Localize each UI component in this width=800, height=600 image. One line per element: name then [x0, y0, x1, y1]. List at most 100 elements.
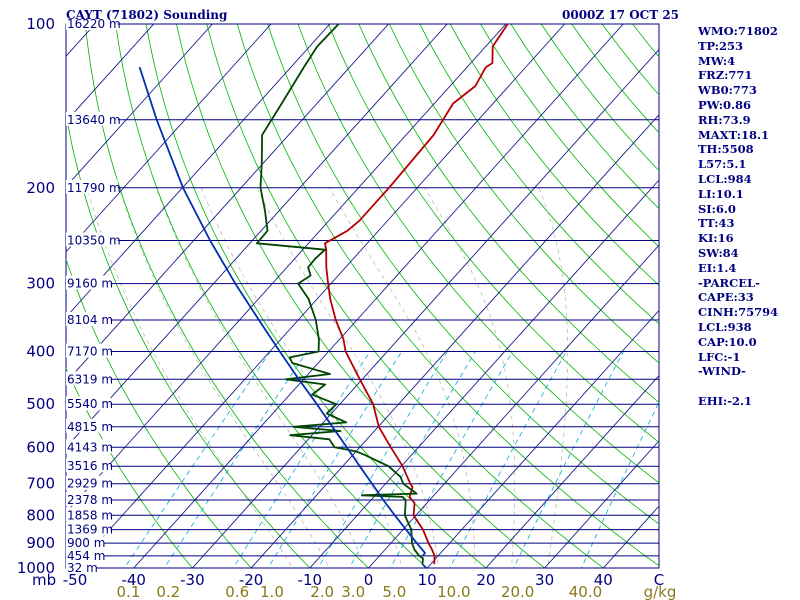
- isotherm: [66, 24, 272, 253]
- index-item: TH:5508: [698, 142, 754, 157]
- dry-adiabat: [328, 24, 659, 443]
- dry-adiabat: [449, 24, 659, 286]
- height-label-bg: [66, 311, 111, 326]
- mixing-ratio-line: [317, 351, 448, 568]
- isotherm: [66, 24, 331, 318]
- temperature-tick-label: 20: [476, 571, 495, 589]
- isotherm: [426, 309, 659, 568]
- height-label: 1858 m: [67, 508, 113, 522]
- index-item: LI:10.1: [698, 186, 744, 201]
- isotherm: [66, 24, 448, 449]
- chart-title: CAYT (71802) Sounding: [66, 8, 228, 22]
- height-label-bg: [66, 547, 104, 562]
- isotherm: [66, 24, 389, 384]
- mixing-ratio-line: [124, 351, 271, 568]
- isotherm: [368, 244, 659, 568]
- mixing-ratio-label: 5.0: [382, 583, 406, 600]
- isotherm: [74, 24, 565, 568]
- pressure-tick-label: 600: [26, 438, 55, 456]
- height-label: 32 m: [67, 561, 98, 575]
- temperature-tick-label: -30: [180, 571, 205, 589]
- height-label-bg: [66, 343, 111, 358]
- index-item: FRZ:771: [698, 68, 753, 83]
- mixing-ratio-line: [267, 351, 403, 568]
- height-label-bg: [66, 111, 118, 126]
- isotherm: [133, 24, 624, 568]
- index-item: TT:43: [698, 216, 735, 231]
- mixing-ratio-label: 0.6: [225, 583, 249, 600]
- index-item: KI:16: [698, 231, 734, 246]
- pressure-tick-label: 800: [26, 506, 55, 524]
- height-label: 7170 m: [67, 345, 113, 359]
- parcel-line: [138, 66, 426, 557]
- isotherm: [309, 179, 659, 568]
- height-label-bg: [66, 535, 104, 550]
- index-item: -PARCEL-: [698, 275, 760, 290]
- mixing-ratio-label: 0.1: [117, 583, 141, 600]
- dry-adiabat: [66, 258, 252, 568]
- pressure-tick-label: 500: [26, 395, 55, 413]
- height-label: 1369 m: [67, 523, 113, 537]
- plot-area: [65, 23, 660, 569]
- index-item: LCL:938: [698, 319, 752, 334]
- mixing-ratio-label: 2.0: [310, 583, 334, 600]
- height-label-bg: [66, 560, 97, 574]
- height-label: 16220 m: [67, 17, 121, 31]
- mixing-ratio-line: [513, 351, 624, 568]
- isotherm: [66, 24, 213, 188]
- moist-adiabat: [200, 187, 403, 568]
- index-item: TP:253: [698, 38, 744, 53]
- dry-adiabat: [388, 24, 659, 364]
- index-item: CINH:75794: [698, 305, 779, 320]
- height-label-bg: [66, 275, 111, 290]
- dry-adiabat: [419, 24, 659, 325]
- mixing-ratio-label: 40.0: [569, 583, 602, 600]
- dry-adiabat: [267, 24, 659, 525]
- index-item: WB0:773: [698, 83, 757, 98]
- isotherm: [544, 440, 659, 568]
- pressure-tick-label: 400: [26, 343, 55, 361]
- mixing-ratio-line: [449, 351, 567, 568]
- height-label: 10350 m: [67, 233, 121, 247]
- moist-adiabat: [538, 187, 569, 568]
- moist-adiabat: [155, 187, 366, 568]
- pressure-axis-label: mb: [32, 571, 56, 589]
- index-item: MAXT:18.1: [698, 127, 769, 142]
- index-item: RH:73.9: [698, 112, 751, 127]
- temperature-tick-label: 0: [364, 571, 374, 589]
- dry-adiabat: [176, 24, 546, 568]
- height-label-bg: [66, 418, 111, 433]
- temperature-tick-label: 10: [418, 571, 437, 589]
- height-label: 5540 m: [67, 397, 113, 411]
- isotherm: [250, 114, 659, 568]
- height-label-bg: [66, 396, 111, 411]
- mixing-ratio-label: 20.0: [501, 583, 534, 600]
- index-item: -WIND-: [698, 364, 746, 379]
- index-item: EI:1.4: [698, 260, 737, 275]
- mixing-ratio-line: [163, 351, 308, 568]
- height-label-bg: [66, 458, 111, 473]
- dry-adiabat: [145, 24, 487, 568]
- index-item: CAP:10.0: [698, 334, 757, 349]
- isotherm: [485, 374, 659, 568]
- indices-panel: WMO:71802 TP:253 MW:4 FRZ:771 WB0:773 PW:0.86…: [698, 24, 778, 409]
- height-label: 6319 m: [67, 372, 113, 386]
- index-item: EHI:-2.1: [698, 393, 753, 408]
- index-item: LFC:-1: [698, 349, 741, 364]
- index-item: WMO:71802: [698, 24, 778, 38]
- pressure-tick-label: 1000: [17, 559, 55, 577]
- height-label-bg: [66, 179, 118, 194]
- height-label: 900 m: [67, 536, 105, 550]
- height-label-bg: [66, 475, 111, 490]
- mixing-ratio-line: [580, 401, 659, 568]
- mixing-ratio-line: [348, 351, 476, 568]
- height-label-bg: [66, 492, 111, 507]
- moist-adiabat: [86, 187, 294, 568]
- height-label-bg: [66, 16, 118, 30]
- mixing-ratio-label: 0.2: [156, 583, 180, 600]
- dewpoint-line: [255, 24, 424, 565]
- height-label: 2929 m: [67, 477, 113, 491]
- height-label-bg: [66, 232, 118, 247]
- pressure-tick-label: 100: [26, 15, 55, 33]
